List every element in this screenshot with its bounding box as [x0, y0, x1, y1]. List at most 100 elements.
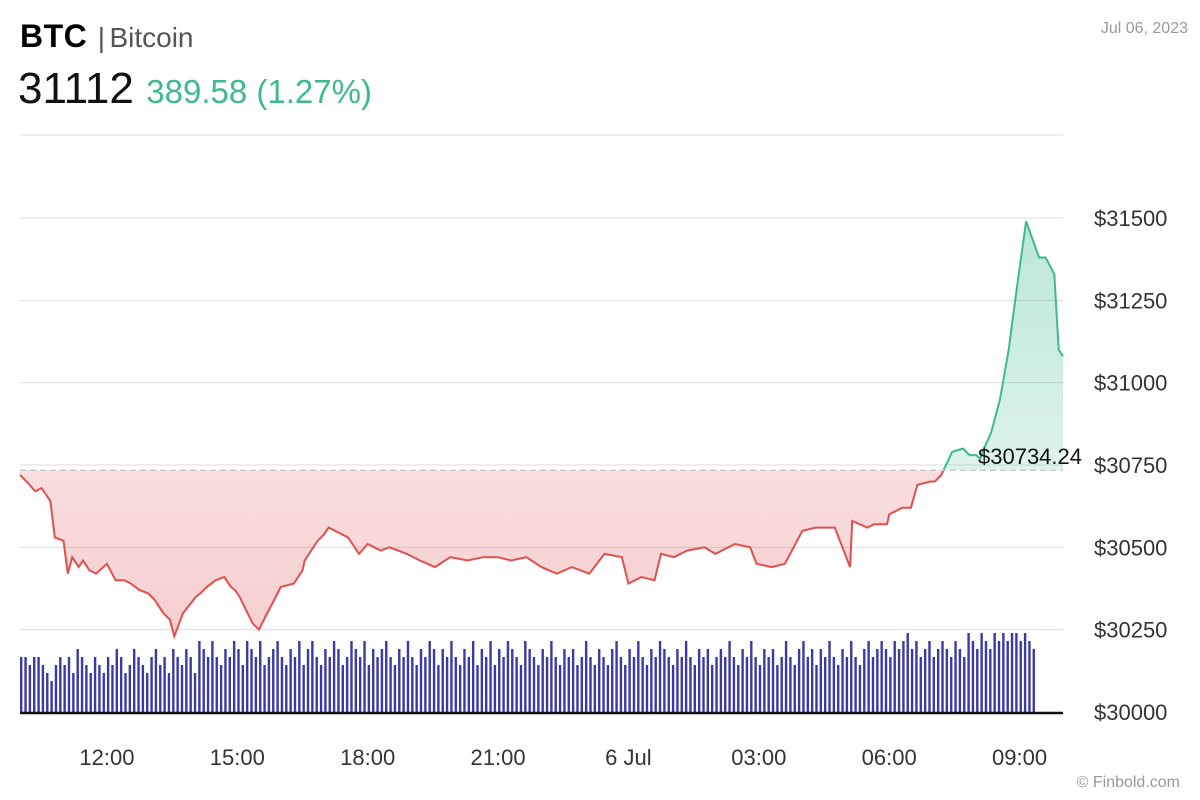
- volume-bar: [971, 641, 975, 713]
- volume-bar: [298, 641, 301, 713]
- volume-bar: [132, 649, 136, 713]
- volume-bar: [637, 641, 640, 713]
- volume-bar: [89, 673, 92, 713]
- volume-bar: [467, 657, 471, 713]
- source-credit: © Finbold.com: [1076, 774, 1180, 791]
- volume-bar: [667, 657, 670, 713]
- volume-bar: [658, 641, 662, 713]
- volume-bar: [72, 673, 75, 713]
- volume-bar: [754, 657, 757, 713]
- volume-bar: [363, 641, 366, 713]
- volume-bar: [63, 665, 66, 713]
- volume-bar: [402, 657, 405, 713]
- volume-bar: [185, 649, 188, 713]
- volume-bar: [936, 649, 940, 713]
- volume-bar: [737, 665, 740, 713]
- volume-bar: [611, 649, 614, 713]
- volume-bar: [406, 641, 410, 713]
- volume-bar: [554, 657, 557, 713]
- volume-bar: [232, 641, 236, 713]
- volume-bar: [428, 641, 431, 713]
- ticker-header: BTC | Bitcoin: [20, 18, 194, 55]
- volume-bar: [211, 641, 214, 713]
- volume-bar: [1032, 649, 1035, 713]
- volume-bar: [693, 665, 697, 713]
- volume-bar: [902, 641, 905, 713]
- volume-bar: [411, 657, 414, 713]
- volume-bar: [280, 657, 284, 713]
- volume-bar: [741, 649, 744, 713]
- volume-bar: [780, 657, 783, 713]
- volume-bar: [341, 665, 344, 713]
- volume-bar: [571, 649, 575, 713]
- y-tick-label: $30500: [1094, 535, 1167, 560]
- volume-bar: [198, 641, 201, 713]
- volume-bar: [732, 657, 736, 713]
- volume-bar: [689, 657, 692, 713]
- volume-bar: [558, 665, 562, 713]
- volume-bar: [584, 641, 588, 713]
- volume-bar: [502, 657, 505, 713]
- volume-bar: [802, 641, 805, 713]
- volume-bar: [1023, 633, 1027, 713]
- volume-bar: [267, 657, 271, 713]
- volume-bar: [489, 641, 492, 713]
- volume-bar: [832, 657, 836, 713]
- volume-bar: [550, 641, 553, 713]
- volume-bar: [354, 649, 358, 713]
- price-area-down: [20, 470, 944, 637]
- volume-bar: [224, 649, 227, 713]
- volume-bar: [519, 665, 523, 713]
- volume-bar: [897, 649, 901, 713]
- volume-bar: [654, 657, 657, 713]
- volume-bar: [50, 681, 53, 713]
- volume-bar: [163, 657, 166, 713]
- volume-bar: [984, 641, 988, 713]
- ticker-name: Bitcoin: [109, 22, 194, 53]
- x-tick-label: 18:00: [340, 745, 395, 770]
- volume-bar: [863, 649, 866, 713]
- volume-bar: [771, 649, 775, 713]
- volume-bar: [206, 657, 210, 713]
- volume-bar: [676, 649, 679, 713]
- volume-bar: [154, 649, 158, 713]
- volume-bar: [272, 649, 275, 713]
- volume-bar: [632, 657, 636, 713]
- x-tick-label: 09:00: [992, 745, 1047, 770]
- y-tick-label: $30000: [1094, 700, 1167, 725]
- x-tick-label: 12:00: [79, 745, 134, 770]
- volume-bar: [941, 641, 944, 713]
- ticker-symbol: BTC: [20, 18, 88, 54]
- volume-bar: [28, 665, 32, 713]
- volume-bar: [471, 641, 475, 713]
- volume-bar: [441, 649, 444, 713]
- volume-bar: [372, 649, 375, 713]
- volume-bar: [1019, 641, 1022, 713]
- volume-bar: [115, 649, 119, 713]
- volume-bar: [763, 649, 766, 713]
- volume-bar: [793, 665, 796, 713]
- volume-bar: [619, 657, 623, 713]
- volume-bar: [828, 641, 831, 713]
- volume-bar: [80, 657, 84, 713]
- volume-bar: [76, 649, 79, 713]
- volume-bar: [524, 641, 527, 713]
- volume-bar: [337, 649, 340, 713]
- volume-bar: [597, 649, 601, 713]
- volume-bar: [228, 657, 231, 713]
- x-tick-label: 03:00: [731, 745, 786, 770]
- volume-bar: [324, 649, 327, 713]
- volume-bar: [358, 657, 362, 713]
- volume-bar: [241, 665, 245, 713]
- volume-bar: [797, 649, 801, 713]
- volume-bar: [680, 657, 683, 713]
- x-tick-label: 6 Jul: [605, 745, 651, 770]
- volume-bar: [950, 657, 953, 713]
- volume-bar: [915, 641, 918, 713]
- volume-bar: [919, 657, 922, 713]
- volume-bar: [823, 657, 827, 713]
- volume-bar: [458, 665, 462, 713]
- volume-bar: [254, 657, 258, 713]
- volume-bar: [1010, 633, 1014, 713]
- volume-bar: [989, 649, 992, 713]
